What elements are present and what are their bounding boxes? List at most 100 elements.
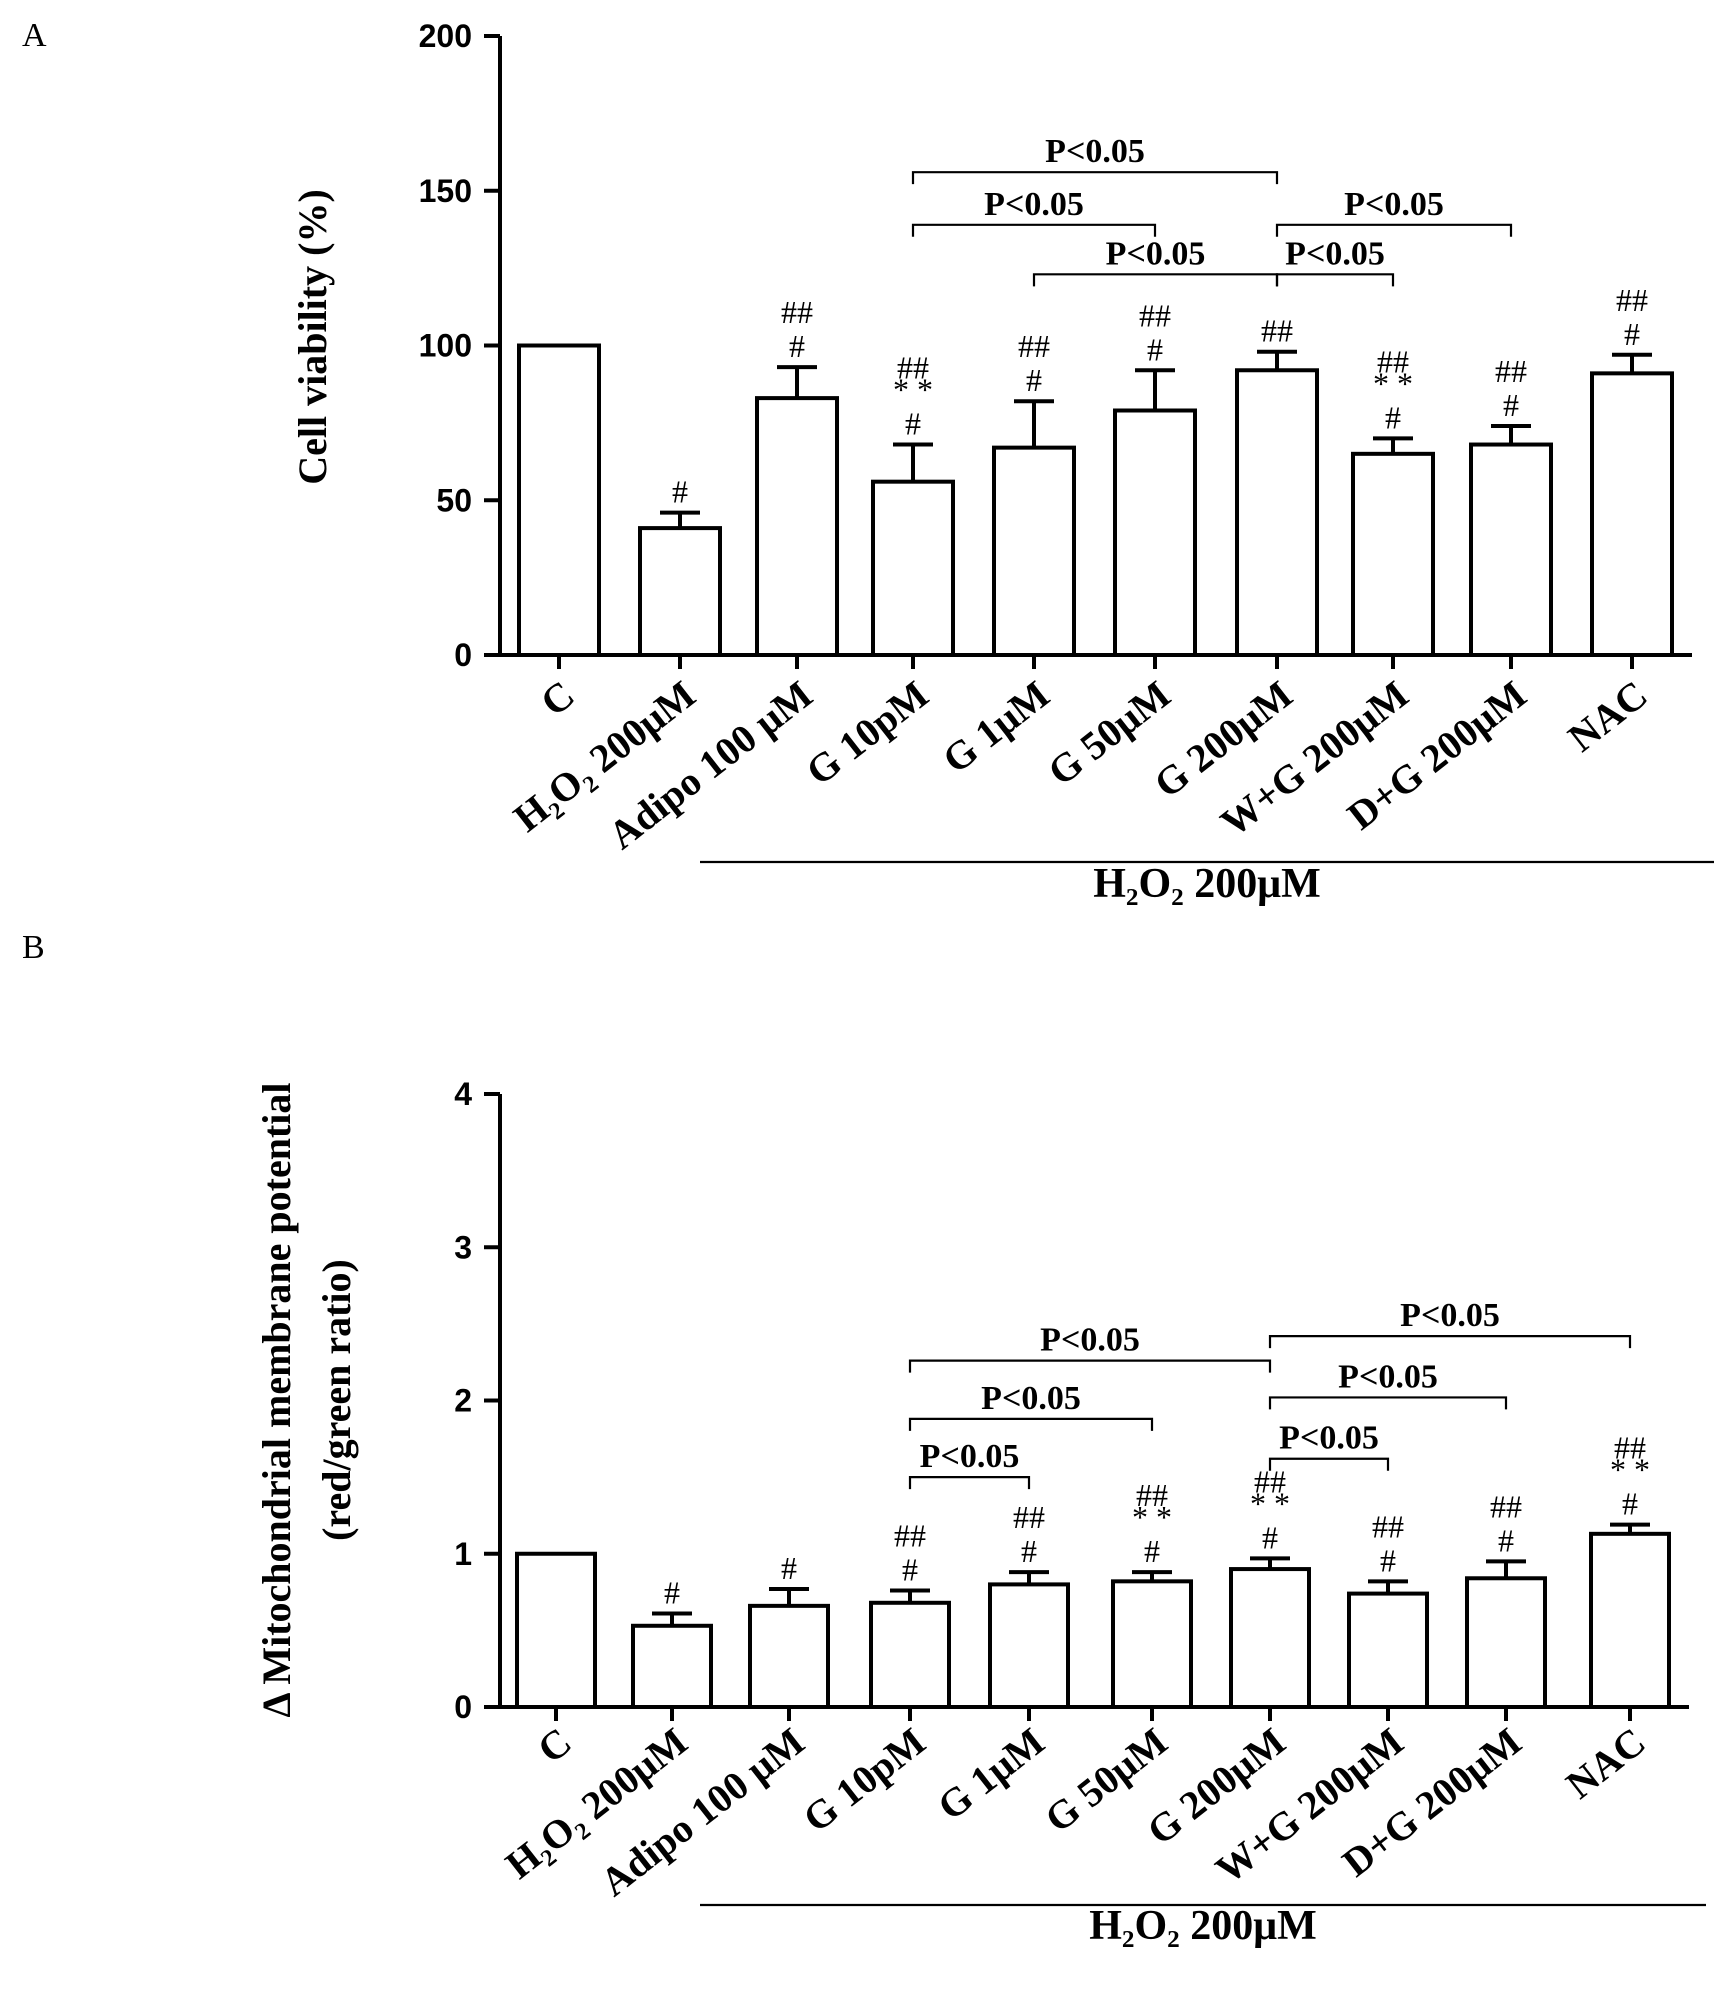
significance-hash: ## [1490, 1488, 1522, 1524]
significance-hash: ## [1495, 353, 1527, 389]
significance-stars: * * [1373, 365, 1413, 401]
y-tick-label: 1 [454, 1536, 472, 1572]
y-axis-label: Cell viability (%) [290, 189, 335, 485]
p-value-label: P<0.05 [920, 1438, 1020, 1475]
significance-hash: # [1624, 316, 1640, 352]
bar [1347, 1591, 1429, 1709]
significance-hash: ## [1136, 1477, 1168, 1513]
bar [1465, 1576, 1547, 1710]
significance-hash: # [1503, 387, 1519, 423]
x-category-label: NAC [1560, 672, 1656, 761]
y-axis-label: Δ Mitochondrial membrane potential [254, 1082, 299, 1717]
p-value-label: P<0.05 [984, 186, 1084, 223]
significance-hash: # [905, 406, 921, 442]
significance-hash: ## [1139, 297, 1171, 333]
bar [1469, 442, 1553, 658]
significance-hash: # [664, 1575, 680, 1611]
comparison-bracket [908, 1476, 1031, 1490]
significance-hash: ## [1372, 1508, 1404, 1544]
significance-stars: * * [1610, 1452, 1650, 1488]
significance-hash: ## [894, 1518, 926, 1554]
significance-hash: ## [1614, 1430, 1646, 1466]
x-category-label: G 10pM [795, 1719, 934, 1841]
bar [869, 1600, 951, 1710]
bar [992, 445, 1076, 658]
panel-a: A 0 50 100 150 200 Cell viability (%) C # H₂O₂ 20… [22, 17, 1714, 907]
comparison-bracket [1032, 273, 1279, 287]
comparison-bracket [1275, 273, 1395, 287]
x-category-label: Adipo 100 μM [592, 1719, 813, 1905]
x-category-label: NAC [1558, 1719, 1654, 1808]
y-tick-label: 4 [454, 1076, 472, 1112]
bar [1235, 368, 1319, 657]
bar [638, 526, 722, 657]
comparison-bracket [908, 1417, 1154, 1431]
y-tick-label: 50 [436, 482, 472, 518]
bar [871, 479, 955, 657]
bar [517, 343, 601, 657]
comparison-bracket [911, 223, 1157, 237]
x-category-label: C [529, 1719, 579, 1772]
bar [988, 1582, 1070, 1710]
p-value-label: P<0.05 [1279, 1420, 1379, 1457]
bar [1351, 451, 1435, 658]
significance-hash: # [1380, 1542, 1396, 1578]
bar [748, 1603, 830, 1709]
p-value-label: P<0.05 [1338, 1358, 1438, 1395]
p-value-label: P<0.05 [981, 1380, 1081, 1417]
significance-hash: # [1026, 362, 1042, 398]
group-label: H₂O₂ 200μM [1089, 1903, 1316, 1949]
x-category-label: C [532, 672, 582, 725]
p-value-label: P<0.05 [1344, 186, 1444, 223]
bar [755, 396, 839, 657]
p-value-label: P<0.05 [1400, 1297, 1500, 1334]
significance-hash: ## [781, 294, 813, 330]
y-tick-label: 0 [454, 1689, 472, 1725]
y-tick-label: 0 [454, 637, 472, 673]
significance-stars: * * [1250, 1485, 1290, 1521]
y-tick-label: 2 [454, 1383, 472, 1419]
x-category-label: G 1μM [929, 1719, 1052, 1829]
significance-hash: # [1021, 1533, 1037, 1569]
significance-hash: # [789, 328, 805, 364]
p-value-label: P<0.05 [1040, 1322, 1140, 1359]
x-category-label: Adipo 100 μM [600, 672, 821, 858]
significance-hash: # [1147, 331, 1163, 367]
panel-b: B 0 1 2 3 4 Δ Mitochondrial membrane potential… [22, 929, 1706, 1949]
significance-hash: # [1262, 1519, 1278, 1555]
y-tick-label: 3 [454, 1229, 472, 1265]
y-tick-label: 200 [419, 18, 472, 54]
comparison-bracket [1275, 223, 1513, 237]
significance-hash: # [1144, 1533, 1160, 1569]
bar [1589, 1531, 1671, 1710]
bar [1113, 408, 1197, 657]
significance-hash: # [672, 474, 688, 510]
x-category-label: G 1μM [934, 672, 1057, 782]
y-tick-label: 100 [419, 328, 472, 364]
significance-hash: ## [897, 350, 929, 386]
bar [515, 1551, 597, 1709]
comparison-bracket [911, 171, 1279, 185]
significance-hash: # [1622, 1486, 1638, 1522]
bar [631, 1623, 713, 1709]
bar [1590, 371, 1674, 657]
panel-letter: A [22, 17, 47, 54]
comparison-bracket [1268, 1335, 1632, 1349]
bar [1229, 1567, 1311, 1709]
y-axis-label-2: (red/green ratio) [314, 1259, 359, 1541]
significance-hash: ## [1261, 313, 1293, 349]
p-value-label: P<0.05 [1285, 235, 1385, 272]
y-tick-label: 150 [419, 173, 472, 209]
significance-hash: ## [1616, 282, 1648, 318]
x-category-label: G 10pM [798, 672, 937, 794]
panel-letter: B [22, 929, 45, 966]
significance-hash: ## [1018, 328, 1050, 364]
significance-hash: ## [1377, 343, 1409, 379]
significance-stars: * * [893, 372, 933, 408]
significance-stars: * * [1132, 1499, 1172, 1535]
significance-hash: ## [1013, 1499, 1045, 1535]
significance-hash: # [1385, 399, 1401, 435]
comparison-bracket [908, 1359, 1272, 1373]
significance-hash: # [902, 1552, 918, 1588]
